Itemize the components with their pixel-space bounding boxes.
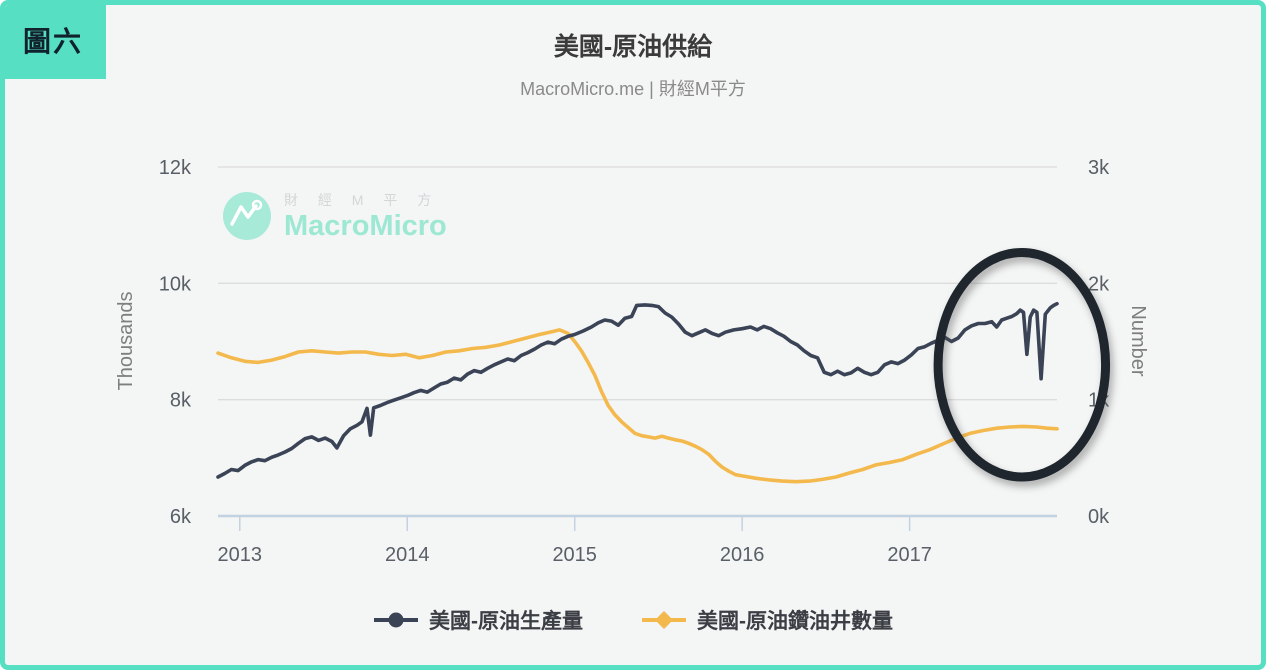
y-tick-label-left: 10k bbox=[159, 273, 192, 295]
x-tick-label: 2017 bbox=[887, 544, 932, 566]
legend-label-rigs: 美國-原油鑽油井數量 bbox=[697, 610, 893, 633]
production-line[interactable] bbox=[216, 301, 1059, 479]
page-title: 美國-原油供給 bbox=[553, 33, 713, 61]
x-axis-labels: 2013 2014 2015 2016 2017 bbox=[218, 544, 932, 566]
y-tick-label-right: 2k bbox=[1088, 273, 1110, 295]
right-axis-title: Number bbox=[1127, 305, 1149, 376]
y-tick-label-left: 8k bbox=[170, 390, 192, 412]
legend-item-production[interactable]: 美國-原油生產量 bbox=[373, 605, 583, 635]
gridlines bbox=[218, 166, 1057, 401]
x-axis-ticks bbox=[239, 516, 911, 531]
y-tick-label-right: 0k bbox=[1088, 506, 1110, 528]
legend: 美國-原油生產量 美國-原油鑽油井數量 bbox=[5, 605, 1261, 635]
x-tick-label: 2014 bbox=[385, 544, 430, 566]
production-legend-marker bbox=[374, 612, 418, 628]
x-tick-label: 2013 bbox=[218, 544, 263, 566]
legend-item-rigs[interactable]: 美國-原油鑽油井數量 bbox=[641, 605, 893, 635]
left-axis-title: Thousands bbox=[115, 292, 137, 391]
figure-badge: 圖六 bbox=[5, 5, 106, 79]
legend-label-production: 美國-原油生產量 bbox=[429, 610, 583, 633]
y-tick-label-right: 3k bbox=[1088, 157, 1110, 179]
y-tick-label-left: 6k bbox=[170, 506, 192, 528]
x-tick-label: 2015 bbox=[552, 544, 597, 566]
rig-count-line[interactable] bbox=[216, 328, 1059, 484]
y-tick-label-left: 12k bbox=[159, 157, 192, 179]
page-subtitle: MacroMicro.me | 財經M平方 bbox=[520, 79, 746, 99]
annotation-ellipse bbox=[933, 248, 1111, 482]
y-axis-labels-left: 12k 10k 8k 6k bbox=[159, 157, 192, 528]
x-tick-label: 2016 bbox=[720, 544, 765, 566]
rig-legend-marker bbox=[642, 611, 686, 629]
